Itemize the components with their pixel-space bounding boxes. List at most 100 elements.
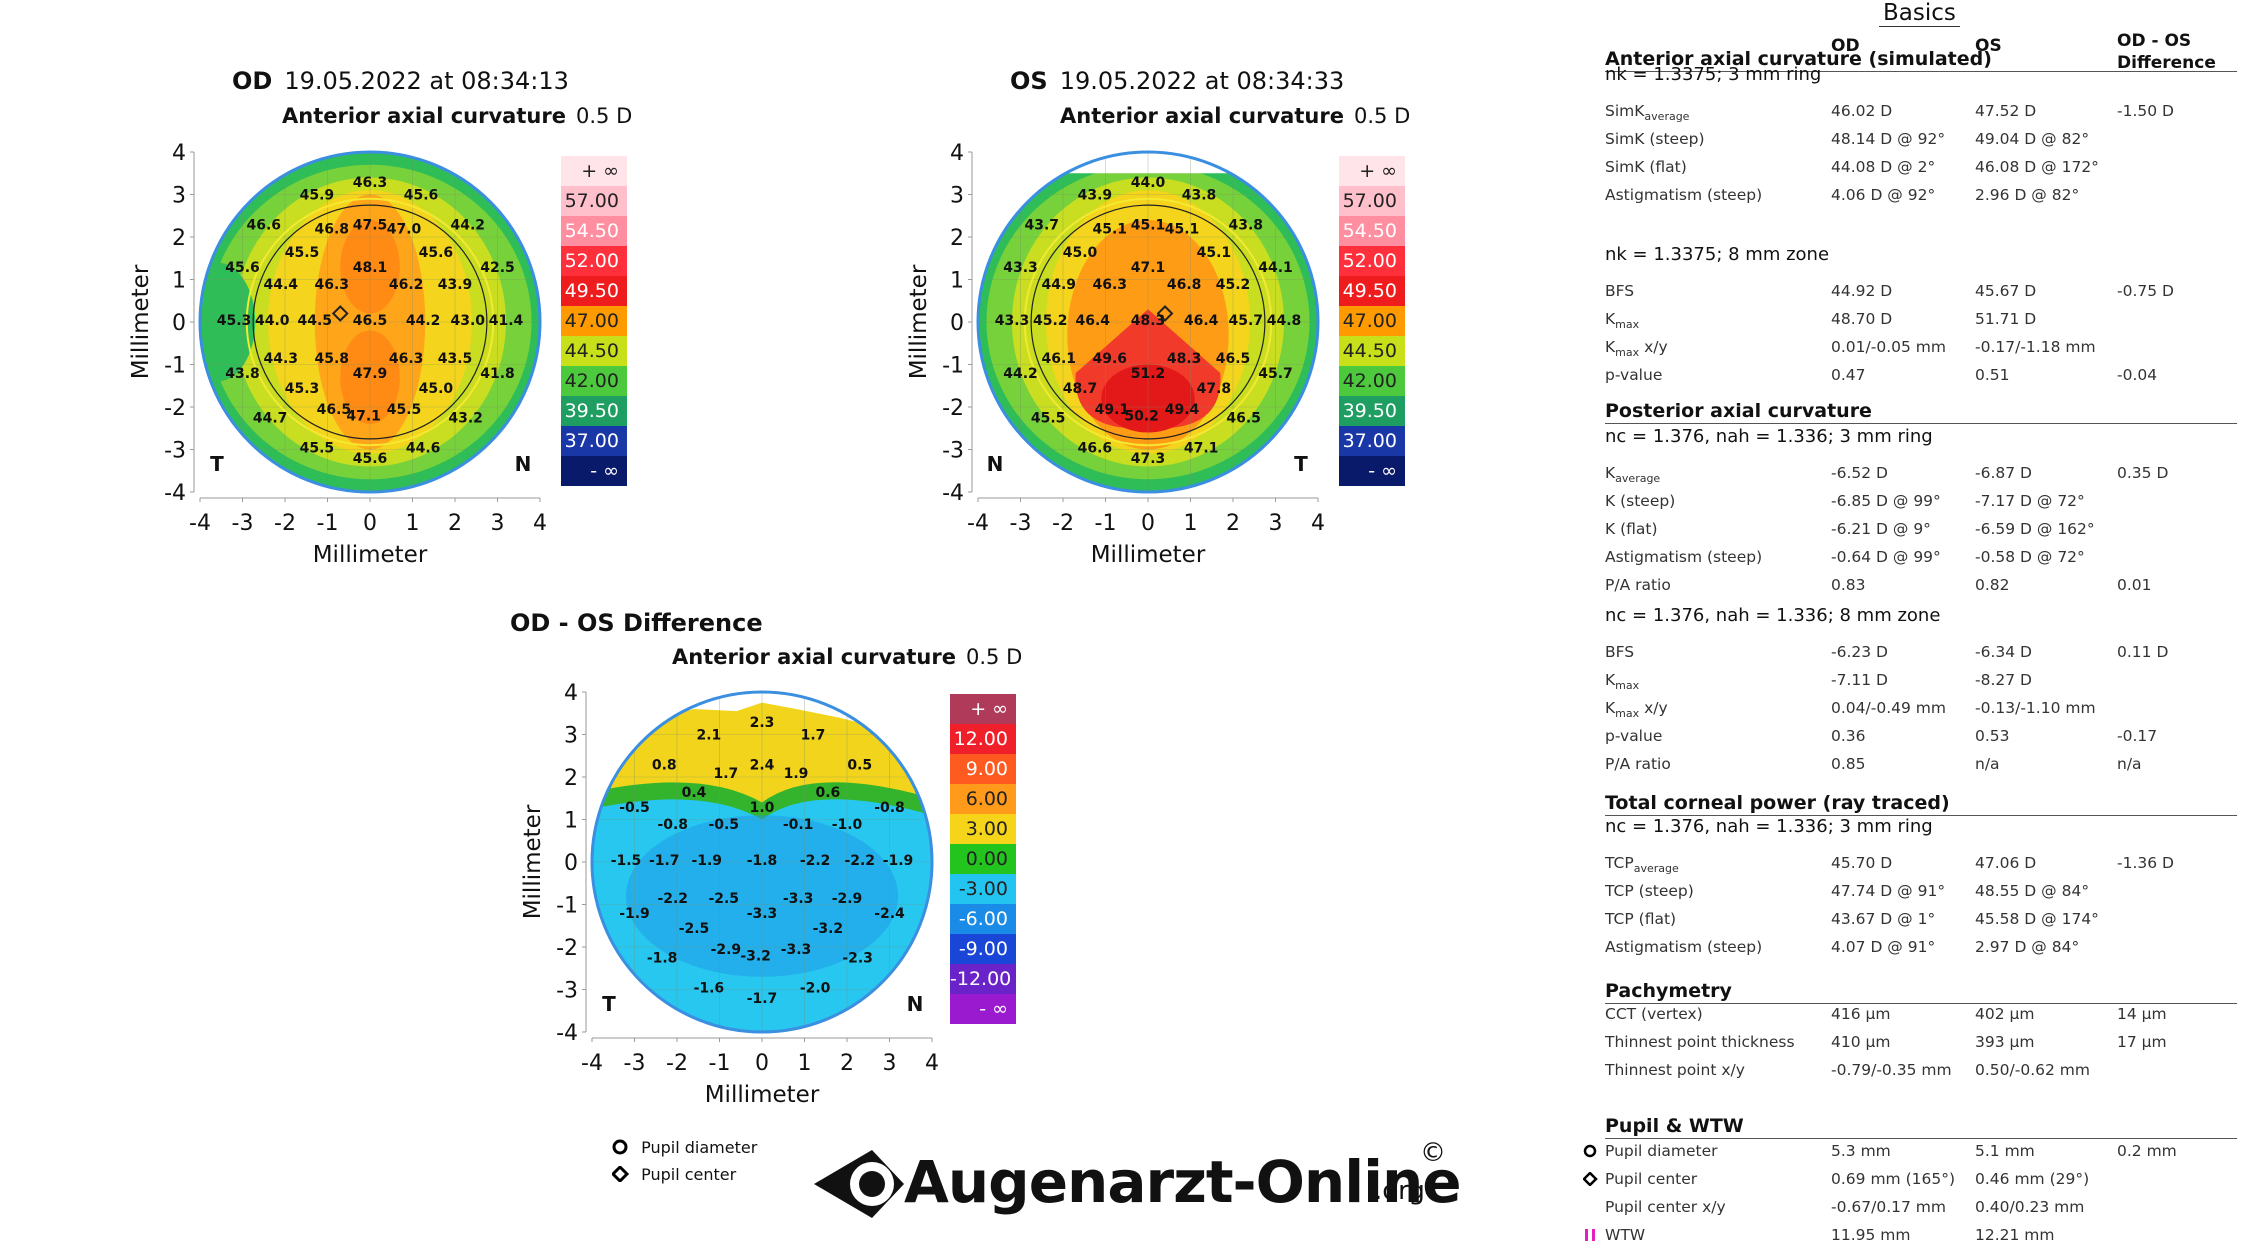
map-value-label: 43.8 (1182, 188, 1217, 204)
col-header-os: OS (1975, 36, 2002, 56)
y-tick-label: 4 (950, 141, 964, 166)
map-value-label: 44.2 (450, 217, 485, 233)
map-value-label: 45.1 (1092, 222, 1127, 238)
data-row: TCPaverage 45.70 D 47.06 D -1.36 D (1605, 854, 2174, 876)
y-tick-label: 1 (564, 809, 578, 834)
data-row: SimK (steep) 48.14 D @ 92° 49.04 D @ 82° (1605, 130, 2090, 148)
map-value-label: 50.2 (1124, 409, 1159, 425)
map-value-label: 2.3 (750, 715, 775, 731)
scale-step: 57.00 (1339, 186, 1405, 216)
map-value-label: 47.1 (1184, 440, 1219, 456)
map-value-label: 43.3 (995, 313, 1030, 329)
scale-step: 52.00 (1339, 246, 1405, 276)
map-value-label: -1.5 (611, 853, 642, 869)
x-axis-label: Millimeter (705, 1082, 820, 1108)
map-value-label: 47.1 (1131, 260, 1166, 276)
data-row: Pupil diameter 5.3 mm 5.1 mm 0.2 mm (1583, 1142, 2245, 1164)
map-value-label: 45.9 (300, 188, 335, 204)
pupil-diameter-icon (1583, 1144, 1597, 1158)
map-value-label: 45.0 (1063, 245, 1098, 261)
x-tick-label: 2 (840, 1051, 854, 1076)
map-value-label: 1.7 (801, 728, 826, 744)
map-value-label: -1.8 (747, 853, 778, 869)
scale-step: 47.00 (1339, 306, 1405, 336)
section-title: Pupil & WTW (1605, 1115, 2237, 1139)
pupil-center-icon (1583, 1172, 1598, 1186)
map-value-label: -2.5 (708, 891, 739, 907)
x-tick-label: -2 (666, 1051, 688, 1076)
y-tick-label: 1 (950, 269, 964, 294)
section-subtitle: nc = 1.376, nah = 1.336; 3 mm ring (1605, 816, 1933, 837)
data-row: Astigmatism (steep) -0.64 D @ 99° -0.58 D … (1605, 548, 2085, 566)
od-map-step: 0.5 D (576, 104, 633, 128)
x-tick-label: -1 (709, 1051, 731, 1076)
y-tick-label: 4 (172, 141, 186, 166)
x-tick-label: 2 (1226, 511, 1240, 536)
y-tick-label: 3 (950, 184, 964, 209)
map-value-label: 44.0 (255, 313, 290, 329)
map-value-label: 46.6 (1078, 440, 1113, 456)
section-subtitle: nk = 1.3375; 3 mm ring (1605, 64, 1822, 85)
section-title: Anterior axial curvature (simulated) (1605, 48, 2237, 72)
legend-pupil-center: Pupil center (610, 1164, 736, 1184)
scale-step: 37.00 (1339, 426, 1405, 456)
map-value-label: 49.4 (1165, 402, 1200, 418)
data-row: Kmax -7.11 D -8.27 D (1605, 671, 2032, 693)
y-tick-label: -4 (164, 481, 186, 506)
x-tick-label: 3 (491, 511, 505, 536)
map-value-label: 45.5 (387, 402, 422, 418)
od-map-title: OD 19.05.2022 at 08:34:13 (232, 67, 569, 95)
map-value-label: -3.2 (813, 921, 844, 937)
map-value-label: 46.3 (353, 175, 388, 191)
map-value-label: 47.5 (353, 217, 388, 233)
data-row: Thinnest point x/y -0.79/-0.35 mm 0.50/-0.… (1605, 1061, 2090, 1079)
scale-step: 44.50 (561, 336, 627, 366)
y-tick-label: -3 (164, 439, 186, 464)
data-row: Thinnest point thickness 410 µm 393 µm 17 µ… (1605, 1033, 2167, 1051)
y-tick-label: -1 (164, 354, 186, 379)
y-tick-label: 0 (564, 851, 578, 876)
map-value-label: -3.3 (781, 942, 812, 958)
data-row: TCP (flat) 43.67 D @ 1° 45.58 D @ 174° (1605, 910, 2099, 928)
y-tick-label: 2 (950, 226, 964, 251)
x-tick-label: 3 (883, 1051, 897, 1076)
y-tick-label: 2 (564, 766, 578, 791)
map-value-label: 0.8 (652, 757, 677, 773)
section-title: Total corneal power (ray traced) (1605, 792, 2237, 816)
diff-map-step: 0.5 D (966, 645, 1023, 669)
map-value-label: 46.5 (1226, 411, 1261, 427)
y-tick-label: 1 (172, 269, 186, 294)
map-value-label: -1.7 (747, 991, 778, 1007)
y-axis-label: Millimeter (520, 804, 546, 919)
map-value-label: 44.2 (406, 313, 441, 329)
map-value-label: 48.3 (1131, 313, 1166, 329)
y-tick-label: 0 (950, 311, 964, 336)
scale-step: -9.00 (950, 934, 1016, 964)
data-row: SimKaverage 46.02 D 47.52 D -1.50 D (1605, 102, 2174, 124)
map-value-label: 46.5 (1216, 351, 1251, 367)
y-tick-label: -3 (556, 979, 578, 1004)
scale-step: 49.50 (1339, 276, 1405, 306)
map-value-label: 2.4 (750, 757, 775, 773)
map-value-label: -1.9 (691, 853, 722, 869)
map-value-label: 43.2 (448, 411, 483, 427)
map-value-label: 46.1 (1041, 351, 1076, 367)
map-value-label: -3.3 (783, 891, 814, 907)
col-header-od: OD (1831, 36, 1860, 56)
map-left-letter: T (602, 992, 616, 1016)
data-row: p-value 0.36 0.53 -0.17 (1605, 727, 2158, 745)
map-value-label: -0.8 (657, 817, 688, 833)
map-value-label: -3.2 (740, 949, 771, 965)
scale-step: - ∞ (561, 456, 627, 486)
map-value-label: 44.2 (1003, 366, 1038, 382)
scale-step: 6.00 (950, 784, 1016, 814)
map-value-label: 46.3 (314, 277, 349, 293)
map-value-label: 46.5 (353, 313, 388, 329)
map-right-letter: N (907, 992, 924, 1016)
x-tick-label: -4 (967, 511, 989, 536)
map-value-label: 43.5 (438, 351, 473, 367)
y-tick-label: -2 (556, 936, 578, 961)
section-subtitle: nc = 1.376, nah = 1.336; 8 mm zone (1605, 605, 1941, 626)
map-value-label: 0.6 (815, 785, 840, 801)
x-tick-label: -3 (624, 1051, 646, 1076)
